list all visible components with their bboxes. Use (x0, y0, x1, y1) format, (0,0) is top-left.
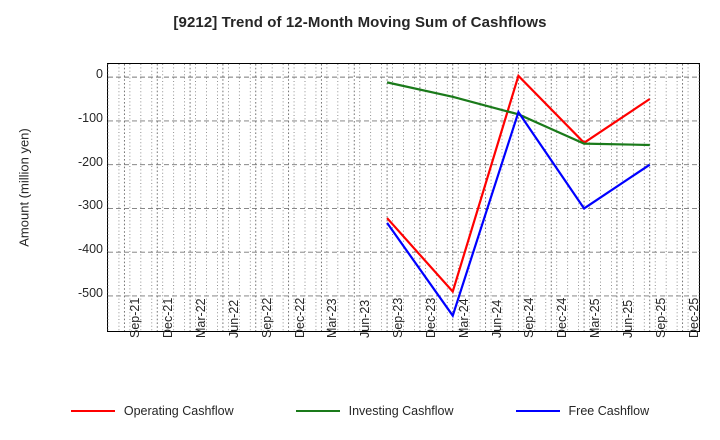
x-tick-label: Jun-24 (489, 299, 504, 338)
x-tick-label: Sep-22 (259, 297, 274, 338)
x-tick-label: Dec-22 (292, 297, 307, 338)
legend-label-operating-cashflow: Operating Cashflow (123, 404, 234, 418)
x-tick-label: Mar-24 (456, 298, 471, 338)
x-tick-label: Jun-25 (620, 299, 635, 338)
chart-title: [9212] Trend of 12-Month Moving Sum of C… (173, 14, 547, 31)
legend-label-free-cashflow: Free Cashflow (568, 404, 650, 418)
chart-legend: Operating Cashflow Investing Cashflow Fr… (0, 404, 720, 418)
x-tick-label: Sep-24 (522, 297, 537, 338)
data-series-layer (386, 73, 651, 319)
legend-item-free-cashflow: Free Cashflow (515, 404, 650, 418)
x-tick-label: Dec-21 (161, 297, 176, 338)
x-tick-label: Jun-22 (226, 299, 241, 338)
x-tick-label: Dec-25 (686, 297, 701, 338)
x-tick-label: Mar-22 (194, 298, 209, 338)
legend-swatch-free-cashflow (515, 410, 560, 412)
plot-area (107, 63, 700, 332)
minor-gridlines (107, 64, 700, 331)
y-tick-label: -100 (77, 110, 103, 125)
y-tick-label: -500 (77, 285, 103, 300)
legend-label-investing-cashflow: Investing Cashflow (348, 404, 454, 418)
y-tick-label: -300 (77, 198, 103, 213)
y-axis-label: Amount (million yen) (16, 128, 32, 247)
x-tick-label: Mar-25 (588, 298, 603, 338)
x-tick-label: Sep-21 (128, 297, 143, 338)
y-tick-label: -200 (77, 154, 103, 169)
legend-swatch-investing-cashflow (295, 410, 340, 412)
x-tick-label: Jun-23 (358, 299, 373, 338)
plot-svg (107, 64, 700, 331)
x-tick-label: Dec-24 (555, 297, 570, 338)
legend-item-operating-cashflow: Operating Cashflow (70, 404, 296, 418)
x-tick-label: Sep-23 (391, 297, 406, 338)
major-gridlines (108, 76, 699, 297)
series-line-free-cashflow (386, 109, 651, 319)
x-tick-label: Mar-23 (325, 298, 340, 338)
legend-swatch-operating-cashflow (70, 410, 115, 412)
series-line-operating-cashflow (386, 73, 651, 294)
y-tick-label: -400 (77, 242, 103, 257)
x-tick-label: Sep-25 (653, 297, 668, 338)
x-tick-label: Dec-23 (423, 297, 438, 338)
legend-item-investing-cashflow: Investing Cashflow (295, 404, 516, 418)
y-tick-label: 0 (96, 67, 103, 82)
